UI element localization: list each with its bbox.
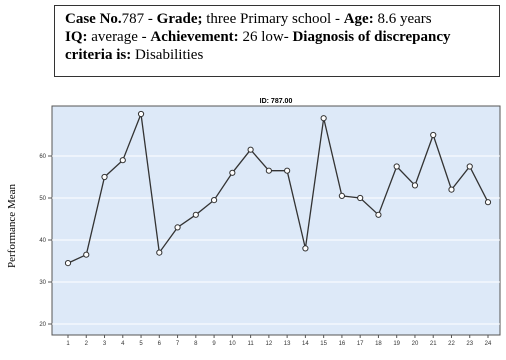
data-point-20 <box>411 182 419 189</box>
xtick-label-18: 18 <box>375 341 382 347</box>
x-ticks: 1 2 3 4 5 6 7 8 9 10 11 12 13 14 15 16 17 18 19 20 21 22 23 24 <box>66 335 492 347</box>
data-point-19 <box>393 163 400 170</box>
data-point-10 <box>229 169 236 176</box>
data-point-23 <box>466 163 473 170</box>
data-point-3 <box>101 173 108 181</box>
xtick-label-20: 20 <box>412 341 419 347</box>
data-point-9 <box>210 197 218 204</box>
data-point-5 <box>137 110 145 118</box>
data-point-14 <box>302 245 309 252</box>
data-point-8 <box>192 211 199 218</box>
xtick-label-22: 22 <box>448 341 455 347</box>
xtick-label-5: 5 <box>139 341 143 347</box>
xtick-label-8: 8 <box>194 341 198 347</box>
data-point-4 <box>119 157 126 164</box>
xtick-label-14: 14 <box>302 341 309 347</box>
plot-area <box>51 105 501 336</box>
gridlines <box>52 155 500 325</box>
xtick-label-13: 13 <box>284 341 291 347</box>
xtick-label-2: 2 <box>85 341 89 347</box>
data-point-15 <box>320 115 327 122</box>
case-value: 787 - <box>121 11 153 27</box>
diagnosis-value: Disabilities <box>131 47 204 63</box>
data-point-13 <box>284 167 291 174</box>
ytick-label-40: 40 <box>39 238 46 244</box>
data-point-18 <box>375 211 382 218</box>
xtick-label-9: 9 <box>212 341 216 347</box>
data-point-21 <box>430 131 437 139</box>
achievement-value: 26 low- <box>238 29 289 45</box>
chart-title: ID: 787.00 <box>260 98 293 105</box>
ytick-label-30: 30 <box>39 280 46 286</box>
data-point-22 <box>448 186 455 193</box>
ytick-label-50: 50 <box>39 196 46 202</box>
data-point-1 <box>64 260 72 267</box>
series-line <box>67 111 489 264</box>
xtick-label-11: 11 <box>247 341 254 347</box>
data-point-2 <box>83 251 90 258</box>
age-value: 8.6 years <box>373 11 432 27</box>
case-info-box: Case No.787 - Grade; three Primary schoo… <box>54 5 500 77</box>
case-info-line-2: IQ: average - Achievement: 26 low- Diagn… <box>65 28 489 64</box>
xtick-label-3: 3 <box>103 341 107 347</box>
xtick-label-17: 17 <box>357 341 364 347</box>
xtick-label-1: 1 <box>66 341 70 347</box>
data-point-7 <box>174 224 181 231</box>
xtick-label-23: 23 <box>466 341 473 347</box>
xtick-label-4: 4 <box>121 341 125 347</box>
data-point-24 <box>484 199 492 206</box>
xtick-label-24: 24 <box>485 341 492 347</box>
grade-value: three Primary school - <box>202 11 340 27</box>
xtick-label-19: 19 <box>393 341 400 347</box>
data-point-11 <box>247 146 254 153</box>
xtick-label-10: 10 <box>229 341 236 347</box>
xtick-label-7: 7 <box>176 341 180 347</box>
y-ticks: 20 30 40 50 60 <box>39 154 52 328</box>
xtick-label-12: 12 <box>266 341 273 347</box>
xtick-label-6: 6 <box>158 341 162 347</box>
grade-label: Grade; <box>156 11 203 27</box>
xtick-label-15: 15 <box>320 341 327 347</box>
achievement-label: Achievement: <box>150 29 239 45</box>
diagnosis-label: Diagnosis of discrepancy criteria is: <box>65 29 451 63</box>
case-label: Case No. <box>65 11 122 27</box>
data-point-17 <box>357 194 364 202</box>
xtick-label-16: 16 <box>339 341 346 347</box>
ytick-label-20: 20 <box>39 322 46 328</box>
iq-label: IQ: <box>65 29 88 45</box>
xtick-label-21: 21 <box>430 341 437 347</box>
data-point-16 <box>338 192 346 199</box>
data-point-6 <box>156 249 163 256</box>
ytick-label-60: 60 <box>39 154 46 160</box>
age-label: Age: <box>343 11 374 27</box>
iq-value: average - <box>87 29 147 45</box>
case-info-line-1: Case No.787 - Grade; three Primary schoo… <box>65 10 489 28</box>
data-markers <box>64 110 492 267</box>
data-point-12 <box>265 167 272 174</box>
